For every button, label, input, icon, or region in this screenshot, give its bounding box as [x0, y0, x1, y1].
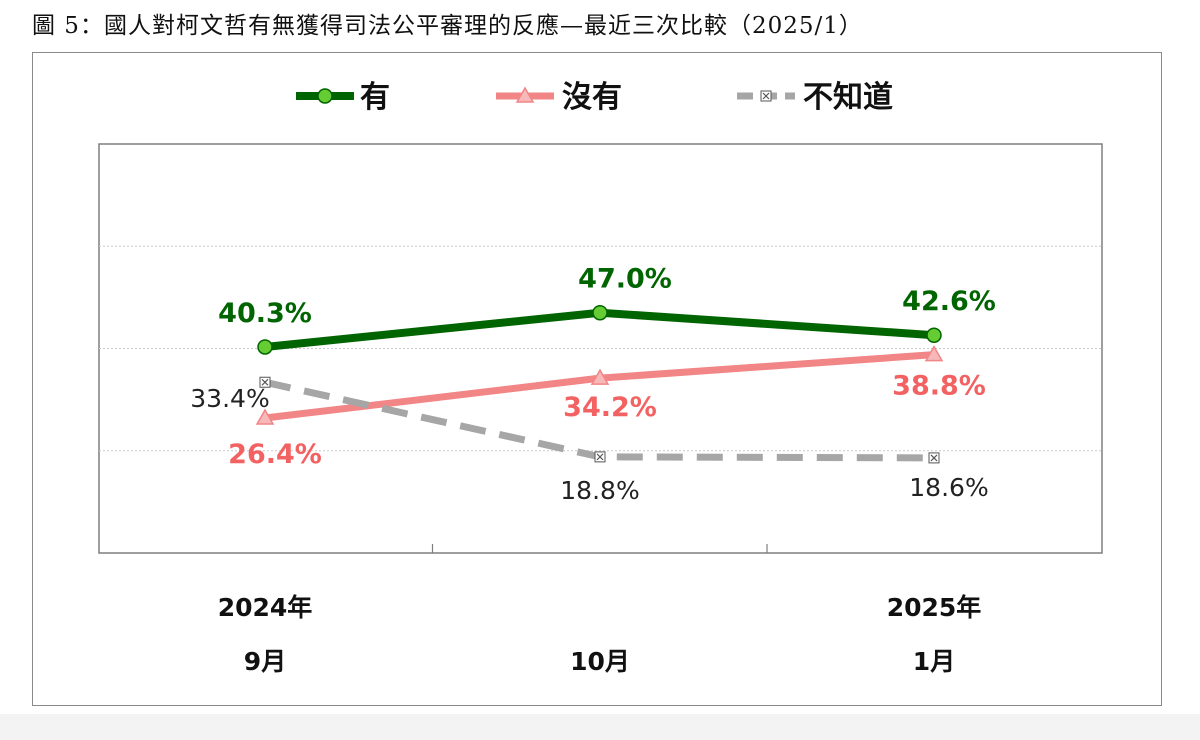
data-label-0-0: 40.3% [218, 298, 312, 329]
data-label-2-2: 18.6% [909, 473, 988, 502]
bottom-strip [0, 714, 1200, 740]
category-label-month-1: 10月 [570, 647, 630, 676]
legend-marker-2 [760, 90, 772, 102]
chart-frame [32, 52, 1162, 706]
data-point-0-0 [257, 339, 273, 355]
data-point-2-0 [259, 376, 271, 388]
legend-label-1: 沒有 [562, 80, 622, 115]
data-label-0-1: 47.0% [578, 264, 672, 295]
data-point-0-1 [592, 304, 608, 321]
data-point-1-0 [255, 408, 275, 425]
legend-marker-1 [515, 86, 535, 103]
data-point-2-2 [928, 452, 940, 464]
data-point-0-2 [926, 327, 942, 343]
data-label-1-2: 38.8% [892, 371, 986, 402]
category-label-year-0: 2024年 [218, 593, 313, 622]
category-label-year-2: 2025年 [887, 593, 982, 622]
data-label-2-1: 18.8% [560, 476, 639, 505]
category-label-month-0: 9月 [244, 647, 286, 676]
page-title: 圖 5：國人對柯文哲有無獲得司法公平審理的反應—最近三次比較（2025/1） [32, 13, 863, 39]
data-label-0-2: 42.6% [902, 286, 996, 317]
legend-marker-0 [317, 88, 333, 104]
legend-label-2: 不知道 [803, 80, 893, 115]
category-label-month-2: 1月 [913, 647, 955, 676]
data-label-1-1: 34.2% [563, 392, 657, 423]
data-point-1-2 [924, 345, 944, 362]
legend-label-0: 有 [360, 80, 390, 115]
data-label-1-0: 26.4% [228, 439, 322, 470]
data-label-2-0: 33.4% [190, 384, 269, 413]
data-point-1-1 [590, 368, 610, 385]
data-point-2-1 [594, 451, 606, 463]
